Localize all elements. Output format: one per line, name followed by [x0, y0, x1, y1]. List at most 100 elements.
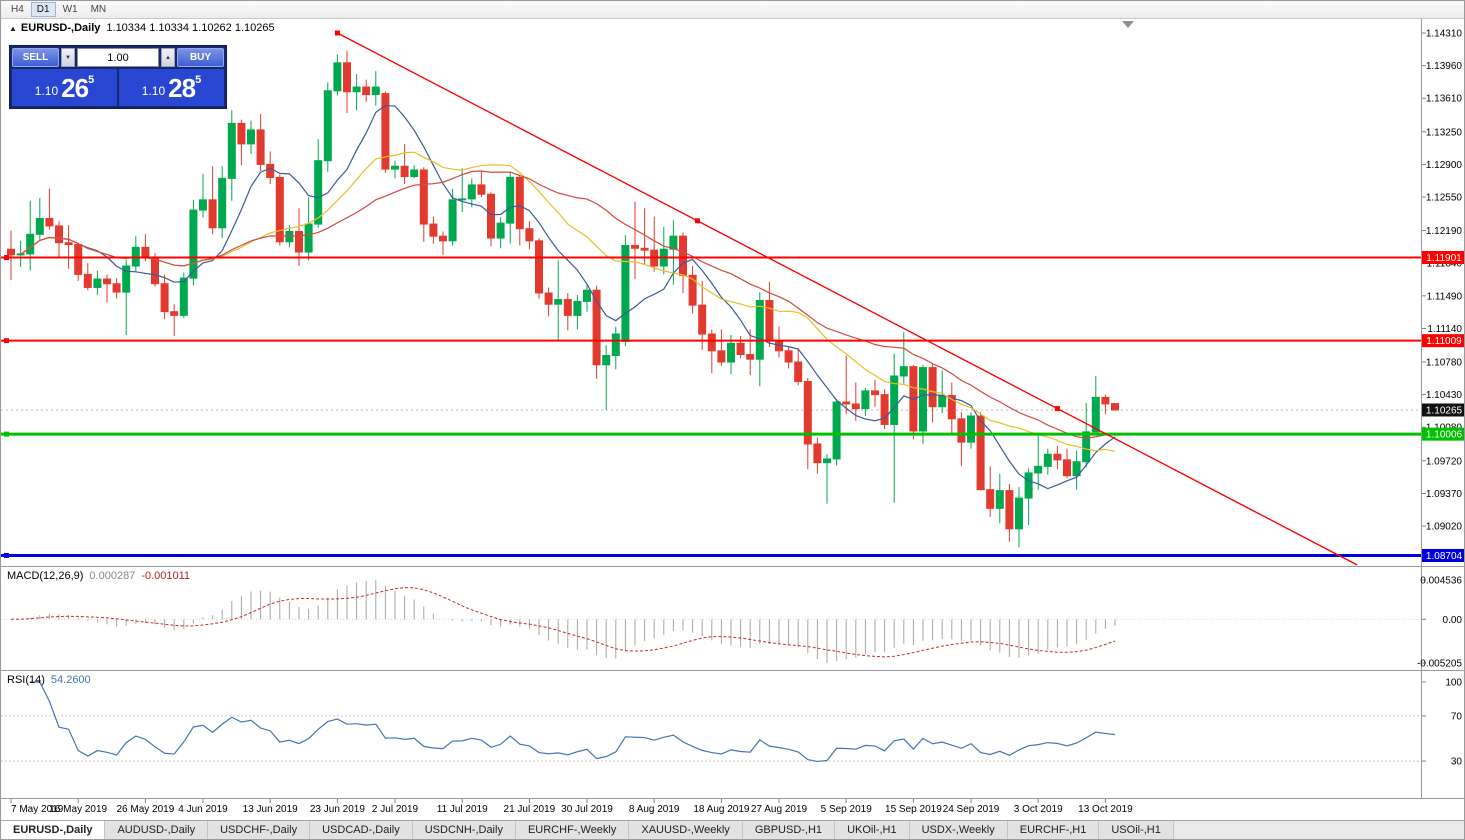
timeframe-button-w1[interactable]: W1 [57, 2, 84, 17]
volume-decrease-button[interactable]: ▼ [61, 48, 75, 67]
chart-tab-usdcnh-daily[interactable]: USDCNH-,Daily [412, 821, 516, 839]
svg-text:1.12550: 1.12550 [1426, 193, 1463, 204]
timeframe-button-mn[interactable]: MN [85, 2, 113, 17]
chart-tab-usdchf-daily[interactable]: USDCHF-,Daily [208, 821, 311, 839]
volume-increase-button[interactable]: ▲ [161, 48, 175, 67]
svg-text:30 Jul 2019: 30 Jul 2019 [561, 804, 613, 815]
chart-tab-ukoil-h1[interactable]: UKOil-,H1 [835, 821, 910, 839]
svg-text:1.12190: 1.12190 [1426, 226, 1463, 237]
svg-text:15 Sep 2019: 15 Sep 2019 [885, 804, 942, 815]
svg-text:13 Oct 2019: 13 Oct 2019 [1078, 804, 1133, 815]
svg-text:4 Jun 2019: 4 Jun 2019 [178, 804, 228, 815]
svg-text:1.11490: 1.11490 [1427, 291, 1463, 302]
timeframe-button-group: H4 D1 W1 MN [5, 2, 112, 17]
sell-price-button[interactable]: 1.10 26 5 [12, 69, 117, 106]
hline-handle[interactable] [4, 255, 9, 261]
svg-text:30: 30 [1451, 757, 1463, 768]
descending-trendline[interactable] [337, 32, 1358, 566]
svg-text:1.10430: 1.10430 [1426, 390, 1463, 401]
svg-text:16 May 2019: 16 May 2019 [49, 804, 107, 815]
chart-tab-usdcad-daily[interactable]: USDCAD-,Daily [310, 821, 413, 839]
chart-symbol-label: EURUSD-,Daily [20, 22, 101, 34]
macd-indicator-header: MACD(12,26,9) 0.000287 -0.001011 [7, 570, 190, 582]
macd-histogram [1, 580, 1421, 663]
one-click-toggle-icon[interactable]: ▲ [9, 24, 17, 33]
one-click-prices-row: 1.10 26 5 1.10 28 5 [12, 69, 224, 106]
svg-text:18 Aug 2019: 18 Aug 2019 [693, 804, 750, 815]
hline-handle[interactable] [4, 338, 9, 344]
svg-text:5 Sep 2019: 5 Sep 2019 [821, 804, 873, 815]
svg-text:8 Aug 2019: 8 Aug 2019 [629, 804, 680, 815]
ma-8-line [20, 104, 1116, 490]
chart-ohlc-values: 1.10334 1.10334 1.10262 1.10265 [106, 22, 275, 34]
svg-text:1.09020: 1.09020 [1426, 522, 1463, 533]
hline-handle[interactable] [4, 552, 9, 558]
svg-text:1.13960: 1.13960 [1426, 61, 1463, 72]
svg-text:3 Oct 2019: 3 Oct 2019 [1014, 804, 1063, 815]
svg-text:2 Jul 2019: 2 Jul 2019 [372, 804, 419, 815]
chart-tab-xauusd-weekly[interactable]: XAUUSD-,Weekly [629, 821, 743, 839]
chart-tab-usoil-h1[interactable]: USOil-,H1 [1099, 821, 1174, 839]
macd-main-value: 0.000287 [89, 570, 136, 582]
svg-text:11 Jul 2019: 11 Jul 2019 [437, 804, 488, 815]
svg-text:1.10780: 1.10780 [1426, 357, 1463, 368]
svg-text:1.10006: 1.10006 [1426, 430, 1463, 441]
chart-tab-audusd-daily[interactable]: AUDUSD-,Daily [105, 821, 209, 839]
svg-text:13 Jun 2019: 13 Jun 2019 [243, 804, 298, 815]
trendline-handle[interactable] [694, 218, 700, 224]
rsi-indicator-header: RSI(14) 54.2600 [7, 674, 91, 686]
volume-input[interactable] [77, 48, 159, 67]
chart-tab-gbpusd-h1[interactable]: GBPUSD-,H1 [742, 821, 836, 839]
svg-text:1.09370: 1.09370 [1426, 489, 1463, 500]
trendline-handle[interactable] [1054, 406, 1060, 412]
svg-text:1.10265: 1.10265 [1426, 405, 1463, 416]
svg-text:1.09720: 1.09720 [1426, 456, 1463, 467]
chart-tab-eurchf-h1[interactable]: EURCHF-,H1 [1007, 821, 1100, 839]
trendline-handle[interactable] [334, 30, 340, 36]
buy-button[interactable]: BUY [177, 48, 224, 67]
rsi-value: 54.2600 [50, 674, 91, 686]
chart-objects [1, 30, 1421, 566]
one-click-controls-row: SELL ▼ ▲ BUY [12, 48, 224, 67]
svg-text:27 Aug 2019: 27 Aug 2019 [751, 804, 808, 815]
hline-price-label [1422, 334, 1464, 348]
svg-text:23 Jun 2019: 23 Jun 2019 [310, 804, 365, 815]
svg-text:26 May 2019: 26 May 2019 [116, 804, 174, 815]
svg-text:100: 100 [1445, 678, 1462, 689]
hline-price-label [1422, 251, 1464, 265]
timeframe-button-d1[interactable]: D1 [30, 2, 56, 17]
svg-text:1.13250: 1.13250 [1426, 127, 1463, 138]
macd-signal-value: -0.001011 [141, 570, 191, 582]
svg-text:1.14310: 1.14310 [1426, 29, 1463, 40]
buy-price-prefix: 1.10 [141, 84, 166, 98]
price-axis: 1.14310 1.13960 1.13610 1.13250 1.12900 1.125… [1417, 29, 1464, 768]
one-click-trading-panel: SELL ▼ ▲ BUY 1.10 26 5 1.10 28 5 [9, 45, 227, 109]
timeframe-button-h4[interactable]: H4 [5, 2, 30, 17]
svg-text:24 Sep 2019: 24 Sep 2019 [943, 804, 1000, 815]
svg-text:0.00: 0.00 [1443, 615, 1463, 626]
hline-price-label [1422, 548, 1464, 562]
svg-text:21 Jul 2019: 21 Jul 2019 [504, 804, 556, 815]
sell-price-pips: 26 [61, 72, 89, 103]
chart-tab-usdx-weekly[interactable]: USDX-,Weekly [909, 821, 1008, 839]
timeframe-toolbar: H4 D1 W1 MN [1, 1, 1464, 19]
hline-price-label [1422, 427, 1464, 441]
svg-text:1.11840: 1.11840 [1427, 259, 1463, 270]
svg-text:70: 70 [1451, 711, 1463, 722]
chart-tab-eurchf-weekly[interactable]: EURCHF-,Weekly [515, 821, 630, 839]
buy-price-button[interactable]: 1.10 28 5 [119, 69, 224, 106]
sell-price-point: 5 [88, 74, 95, 86]
chart-shift-icon[interactable] [1122, 21, 1134, 28]
hline-handle[interactable] [4, 431, 9, 437]
chart-tab-eurusd-daily[interactable]: EURUSD-,Daily [1, 821, 106, 839]
buy-price-pips: 28 [168, 72, 196, 103]
rsi-line [30, 681, 1116, 763]
sell-button[interactable]: SELL [12, 48, 59, 67]
bid-price-label [1422, 403, 1464, 417]
svg-text:1.13610: 1.13610 [1426, 94, 1463, 105]
chart-title: ▲ EURUSD-,Daily 1.10334 1.10334 1.10262 1.… [9, 22, 275, 34]
ma-30-line [20, 170, 1116, 439]
